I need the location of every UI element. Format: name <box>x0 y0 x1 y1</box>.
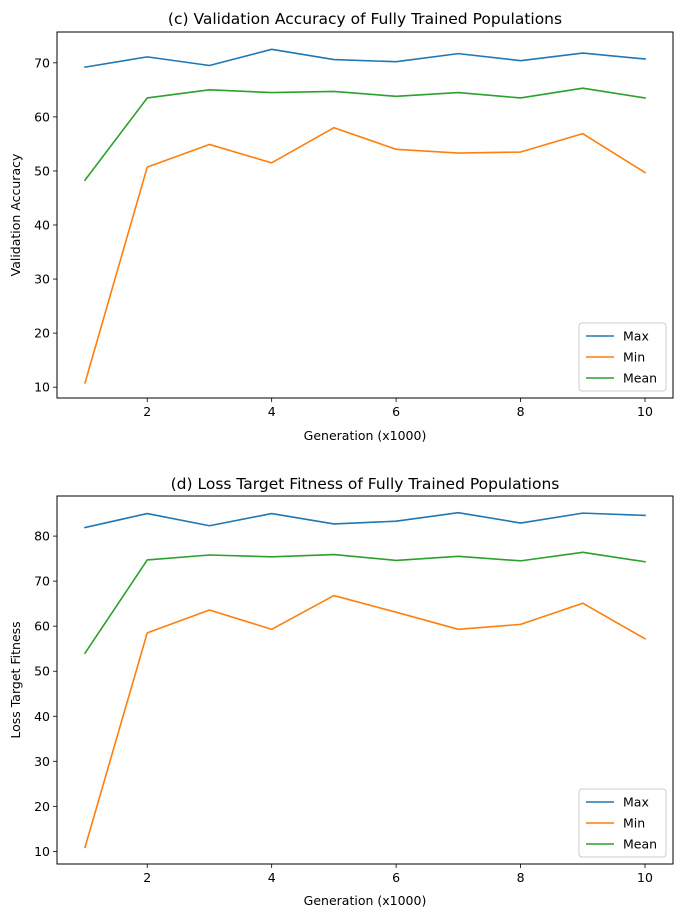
y-axis-label: Validation Accuracy <box>8 153 23 276</box>
x-axis-label: Generation (x1000) <box>304 428 427 443</box>
y-tick-label: 50 <box>34 163 50 178</box>
y-tick-label: 60 <box>34 619 50 634</box>
legend: Max Min Mean <box>578 322 667 392</box>
chart-0: (c) Validation Accuracy of Fully Trained… <box>8 10 674 443</box>
y-tick-label: 60 <box>34 109 50 124</box>
y-tick-label: 30 <box>34 272 50 287</box>
x-tick-label: 6 <box>392 870 400 885</box>
x-tick-label: 6 <box>392 404 400 419</box>
plot-frame <box>56 31 674 399</box>
y-tick-label: 70 <box>34 55 50 70</box>
x-tick-label: 2 <box>143 404 151 419</box>
y-tick-label: 10 <box>34 380 50 395</box>
legend-label-mean: Mean <box>623 837 657 852</box>
x-tick-label: 2 <box>143 870 151 885</box>
legend-label-min: Min <box>623 350 645 365</box>
chart-1: (d) Loss Target Fitness of Fully Trained… <box>8 475 674 908</box>
plot-frame <box>56 495 674 865</box>
legend-label-min: Min <box>623 816 645 831</box>
x-tick-label: 10 <box>637 870 653 885</box>
y-tick-label: 80 <box>34 529 50 544</box>
series-line-min <box>84 126 647 384</box>
y-tick-label: 50 <box>34 664 50 679</box>
series-line-mean <box>83 87 646 182</box>
x-tick-label: 8 <box>517 870 525 885</box>
y-tick-label: 70 <box>34 574 50 589</box>
series-line-mean <box>83 551 646 655</box>
series-line-max <box>84 48 646 69</box>
chart-title: (c) Validation Accuracy of Fully Trained… <box>168 10 562 28</box>
x-tick-label: 4 <box>268 870 276 885</box>
y-tick-label: 40 <box>34 218 50 233</box>
series-line-min <box>84 594 647 849</box>
legend-box <box>578 788 667 858</box>
y-tick-label: 20 <box>34 799 50 814</box>
x-tick-label: 4 <box>268 404 276 419</box>
x-tick-label: 8 <box>517 404 525 419</box>
y-tick-label: 20 <box>34 326 50 341</box>
y-tick-label: 10 <box>34 844 50 859</box>
legend-label-max: Max <box>623 329 649 344</box>
x-axis-label: Generation (x1000) <box>304 893 427 908</box>
y-tick-label: 40 <box>34 709 50 724</box>
y-axis-label: Loss Target Fitness <box>8 621 23 738</box>
legend: Max Min Mean <box>578 788 667 858</box>
y-tick-label: 30 <box>34 754 50 769</box>
x-tick-label: 10 <box>637 404 653 419</box>
legend-box <box>578 322 667 392</box>
legend-label-mean: Mean <box>623 371 657 386</box>
legend-label-max: Max <box>623 795 649 810</box>
series-line-max <box>84 511 646 529</box>
chart-title: (d) Loss Target Fitness of Fully Trained… <box>171 475 560 493</box>
